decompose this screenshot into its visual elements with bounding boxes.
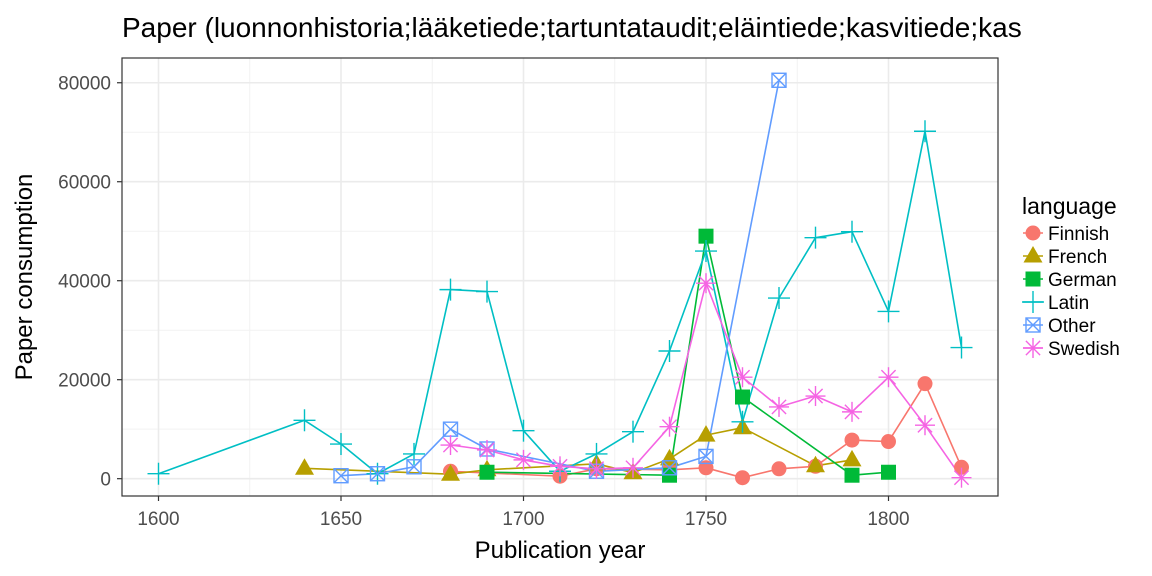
data-point-french [842,449,862,467]
x-tick-label: 1650 [320,509,362,530]
data-point-other [369,466,386,482]
data-point-latin [731,410,754,433]
data-point-swedish [732,367,753,388]
legend-key-swedish [1023,338,1043,358]
legend-item-french: French [1023,246,1107,268]
y-tick-label: 20000 [58,371,111,392]
legend-item-german: German [1023,270,1117,291]
data-point-finnish [954,459,969,475]
data-point-swedish [623,457,643,478]
data-point-swedish [915,415,935,436]
data-point-other [661,460,678,476]
legend-item-other: Other [1023,316,1096,337]
data-point-latin [439,278,462,301]
data-point-latin [695,240,717,263]
data-point-swedish [878,367,899,388]
data-point-latin [768,287,790,310]
data-point-finnish [771,461,787,477]
legend-label-latin: Latin [1048,293,1089,314]
legend-key-finnish [1025,225,1041,241]
data-point-latin [877,300,900,323]
data-point-swedish [951,467,972,488]
data-point-finnish [844,432,860,448]
data-point-finnish [881,434,896,450]
data-point-swedish [440,435,461,456]
x-axis: 1600 1650 1700 1750 1800 [137,496,910,530]
data-point-latin [914,120,936,143]
x-axis-title: Publication year [475,537,646,564]
data-point-swedish [477,439,497,460]
data-point-latin [950,336,973,359]
data-point-finnish [917,376,933,392]
data-point-swedish [842,401,862,422]
data-point-french [696,425,716,442]
data-point-french [806,455,825,473]
legend-label-german: German [1048,270,1117,291]
legend-key-french [1023,246,1043,263]
data-point-german [844,467,860,483]
series-points [147,72,973,488]
y-tick-label: 80000 [58,74,111,95]
legend: language FinnishFrenchGermanLatinOtherSw… [1022,193,1120,360]
legend-item-finnish: Finnish [1023,224,1109,245]
y-tick-label: 0 [100,470,111,491]
data-point-swedish [513,449,534,470]
x-tick-label: 1750 [685,509,727,530]
plot-panel-border [121,57,999,497]
data-point-finnish [735,470,750,486]
y-axis-title: Paper consumption [11,174,38,381]
grid-minor [122,58,998,496]
x-tick-label: 1800 [867,509,909,530]
legend-key-latin [1022,291,1044,313]
plot-panel [122,58,998,496]
data-point-latin [330,433,352,456]
data-point-french [295,458,314,475]
x-tick-label: 1600 [137,509,179,530]
data-point-german [881,464,896,480]
data-point-swedish [696,273,716,294]
legend-label-other: Other [1048,316,1096,337]
data-point-latin [841,220,863,243]
legend-title: language [1022,193,1117,219]
legend-item-swedish: Swedish [1023,338,1120,360]
data-point-latin [658,339,681,362]
data-point-french [441,464,460,481]
data-point-other [333,468,349,484]
legend-label-swedish: Swedish [1048,339,1120,360]
chart-title: Paper (luonnonhistoria;lääketiede;tartun… [122,12,1022,43]
data-point-other [771,72,787,88]
data-point-other [406,459,422,475]
series-line-french [304,426,853,476]
data-point-swedish [659,416,680,437]
y-tick-label: 40000 [58,272,111,293]
legend-key-other [1025,317,1041,333]
data-point-swedish [769,396,789,417]
data-point-latin [804,226,827,249]
data-point-german [735,389,750,405]
legend-label-french: French [1048,247,1107,268]
data-point-other [698,448,714,465]
data-point-swedish [805,386,826,407]
x-tick-label: 1700 [502,509,544,530]
data-point-latin [403,442,425,465]
legend-key-german [1025,271,1041,287]
data-point-swedish [550,456,570,477]
data-point-latin [147,462,170,485]
data-point-latin [476,280,498,303]
data-point-latin [293,409,316,432]
y-axis: 0 20000 40000 60000 80000 [58,74,122,491]
data-point-swedish [586,458,607,479]
series-line-latin [158,130,963,475]
data-point-latin [512,419,535,442]
data-point-german [479,464,495,480]
legend-label-finnish: Finnish [1048,224,1109,245]
data-point-latin [622,420,644,443]
data-point-german [698,228,714,244]
legend-item-latin: Latin [1022,291,1089,314]
y-tick-label: 60000 [58,173,111,194]
